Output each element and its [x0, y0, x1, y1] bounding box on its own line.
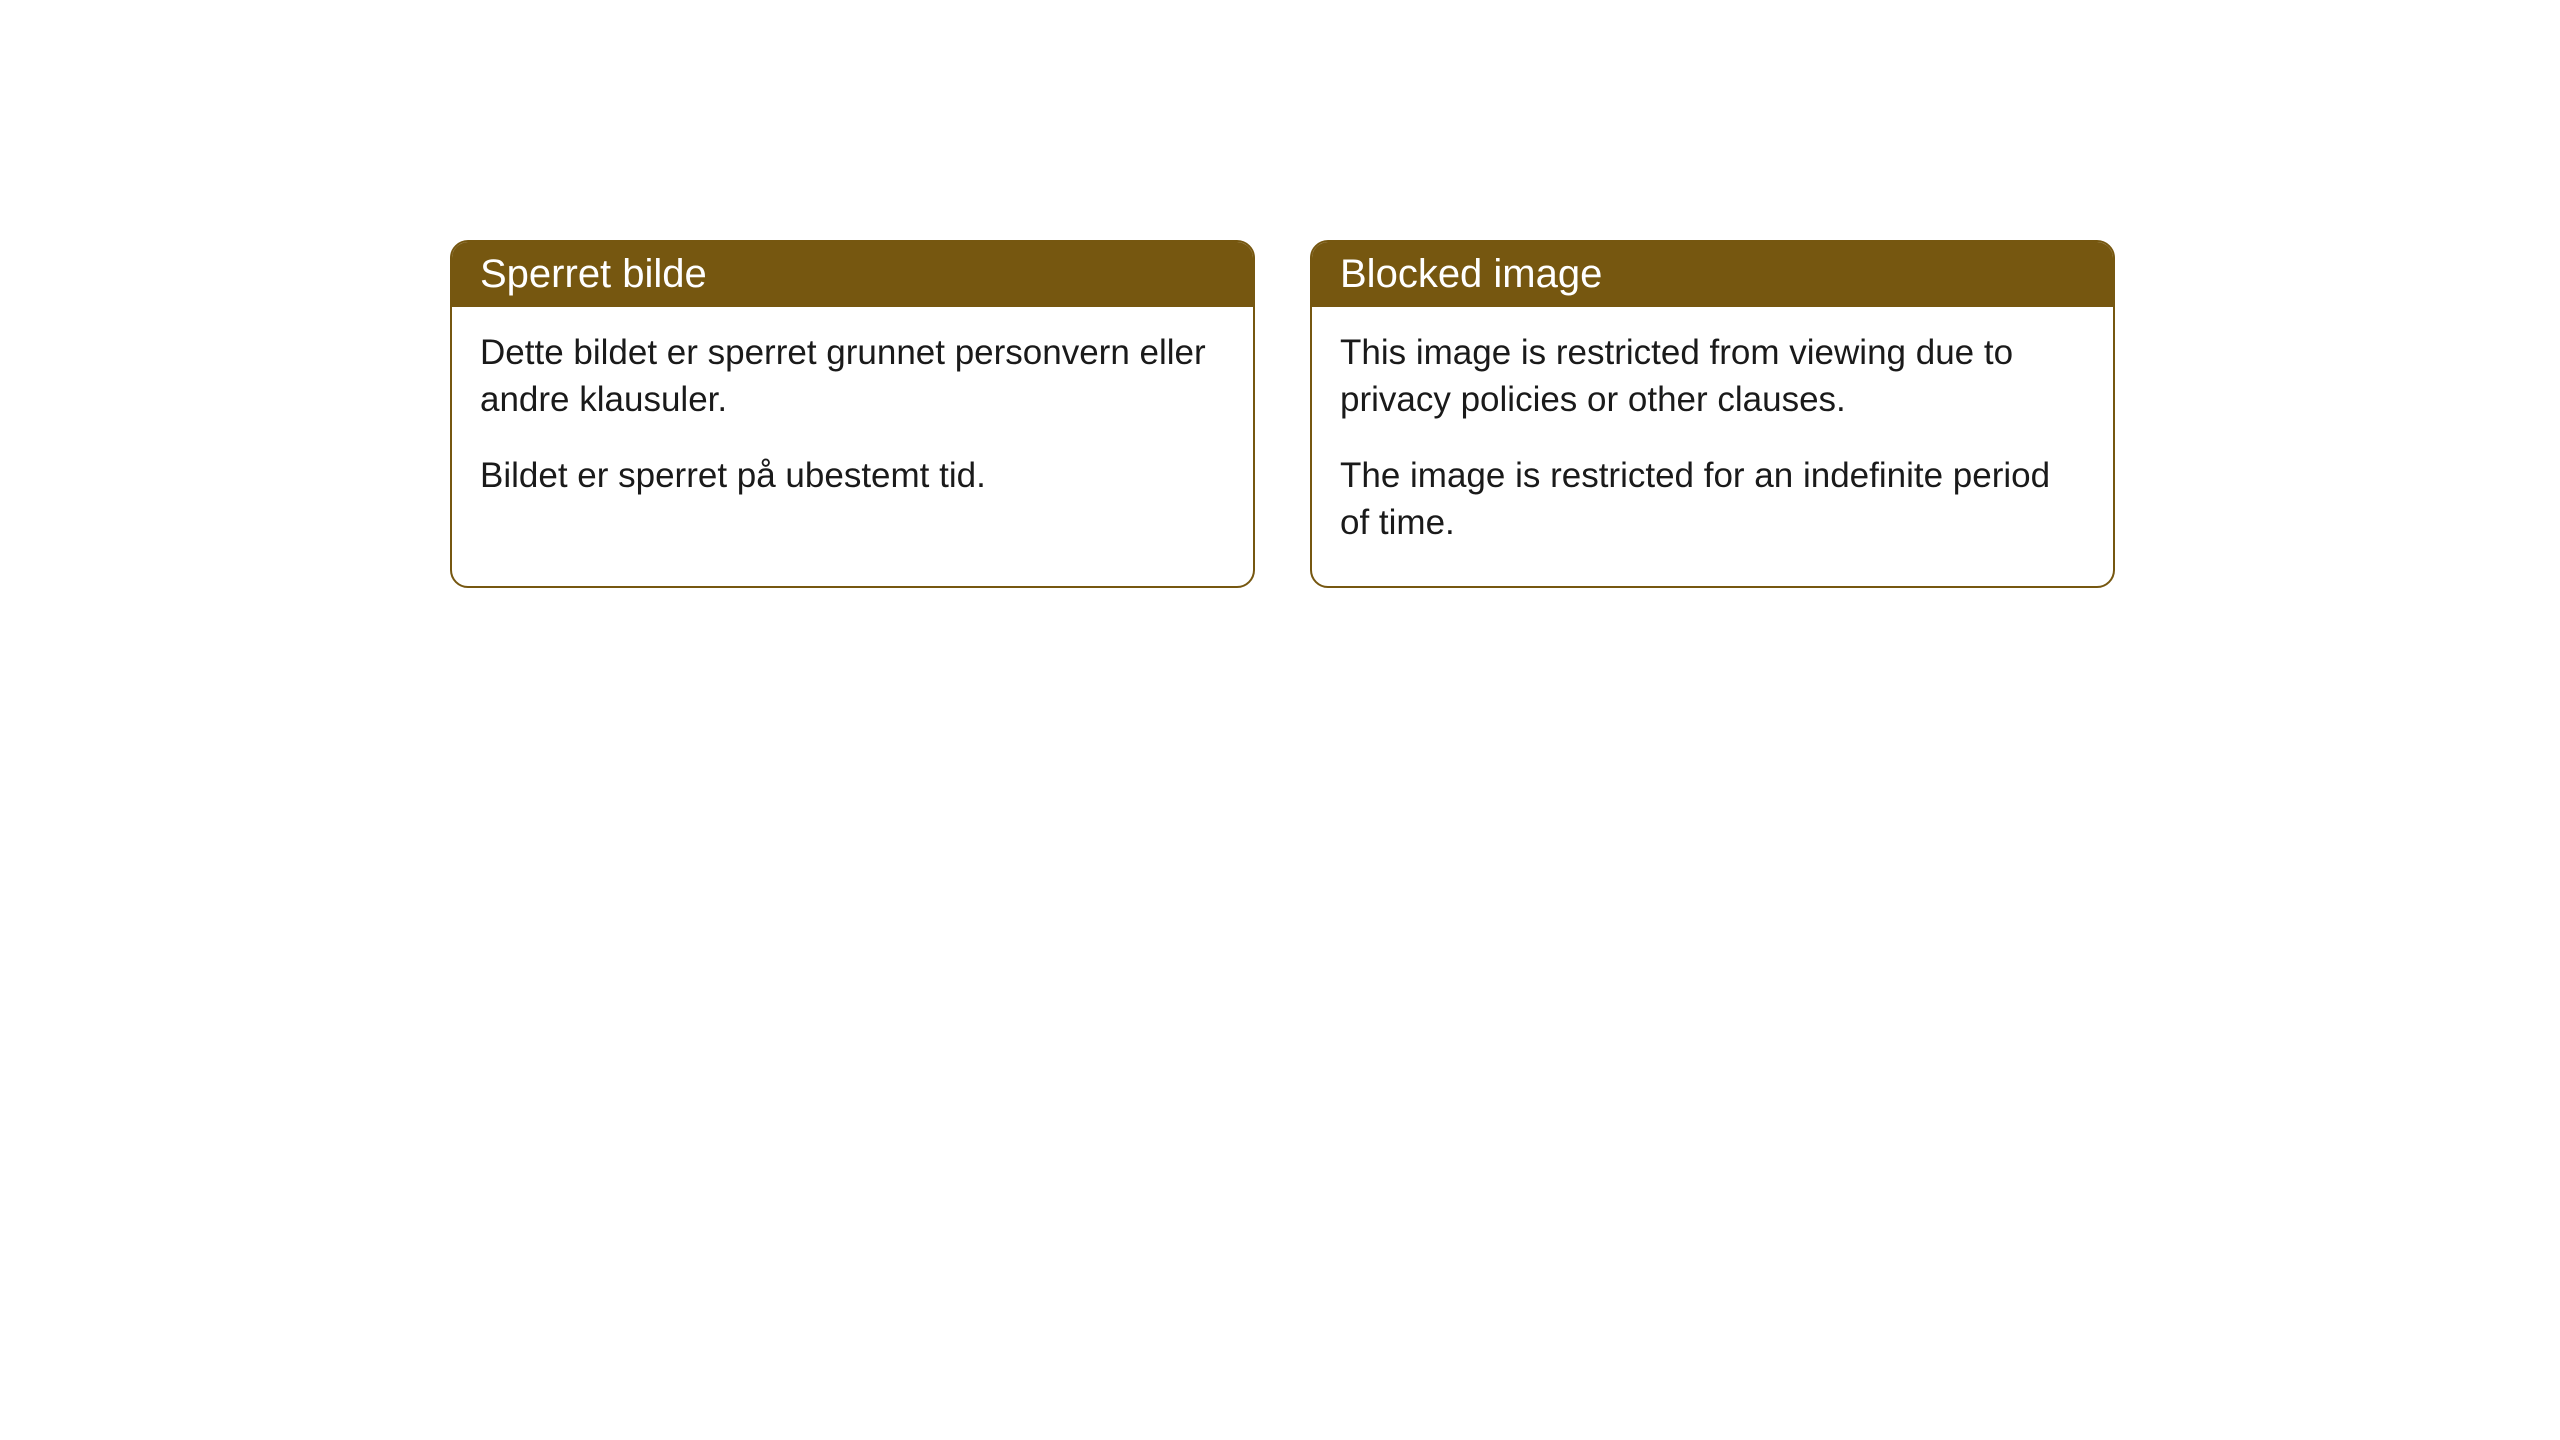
card-body: Dette bildet er sperret grunnet personve…: [452, 307, 1253, 539]
card-header: Sperret bilde: [452, 242, 1253, 307]
card-paragraph: The image is restricted for an indefinit…: [1340, 452, 2085, 547]
notice-card-english: Blocked image This image is restricted f…: [1310, 240, 2115, 588]
card-paragraph: Bildet er sperret på ubestemt tid.: [480, 452, 1225, 499]
card-paragraph: This image is restricted from viewing du…: [1340, 329, 2085, 424]
card-header: Blocked image: [1312, 242, 2113, 307]
notice-card-norwegian: Sperret bilde Dette bildet er sperret gr…: [450, 240, 1255, 588]
card-paragraph: Dette bildet er sperret grunnet personve…: [480, 329, 1225, 424]
notice-cards-container: Sperret bilde Dette bildet er sperret gr…: [450, 240, 2560, 588]
card-body: This image is restricted from viewing du…: [1312, 307, 2113, 586]
